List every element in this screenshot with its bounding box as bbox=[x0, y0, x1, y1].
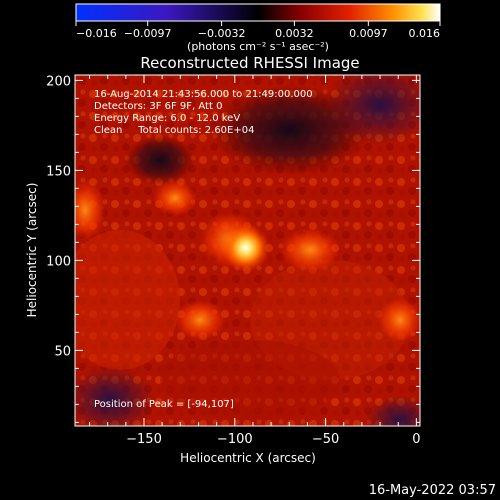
heatmap-image bbox=[75, 75, 420, 426]
y-tick-label: 200 bbox=[46, 74, 71, 89]
colorbar-tick-label: −0.0097 bbox=[124, 27, 172, 40]
annotation-detectors: Detectors: 3F 6F 9F, Att 0 bbox=[94, 101, 222, 112]
colorbar bbox=[75, 3, 441, 22]
colorbar-tick-label: −0.0032 bbox=[198, 27, 246, 40]
x-tick-label: −50 bbox=[312, 432, 339, 447]
x-axis-label: Heliocentric X (arcsec) bbox=[180, 451, 316, 465]
chart-title: Reconstructed RHESSI Image bbox=[140, 54, 359, 72]
x-axis: −150 −100 −50 0 bbox=[89, 75, 421, 447]
x-tick-label: 0 bbox=[412, 432, 420, 447]
y-tick-label: 150 bbox=[46, 164, 71, 179]
colorbar-tick-label: −0.016 bbox=[76, 27, 117, 40]
y-axis-label: Heliocentric Y (arcsec) bbox=[25, 183, 39, 318]
x-tick-label: −100 bbox=[217, 432, 253, 447]
y-axis: 50 100 150 200 bbox=[46, 74, 420, 423]
annotation-time-range: 16-Aug-2014 21:43:56.000 to 21:49:00.000 bbox=[94, 89, 313, 100]
colorbar-units-label: (photons cm⁻² s⁻¹ asec⁻²) bbox=[187, 40, 329, 53]
colorbar-tick-label: 0.0097 bbox=[349, 27, 388, 40]
colorbar-tick-label: 0.016 bbox=[409, 27, 441, 40]
colorbar-ticks: −0.016 −0.0097 −0.0032 0.0032 0.0097 0.016 bbox=[75, 21, 441, 40]
peak-position-label: Position of Peak = [-94,107] bbox=[94, 399, 234, 410]
y-tick-label: 100 bbox=[46, 254, 71, 269]
x-tick-label: −150 bbox=[126, 432, 162, 447]
y-tick-label: 50 bbox=[54, 344, 71, 359]
plot-frame bbox=[74, 74, 421, 427]
annotation-energy-range: Energy Range: 6.0 - 12.0 keV bbox=[94, 113, 240, 124]
footer-timestamp: 16-May-2022 03:57 bbox=[369, 483, 496, 498]
annotation-counts: Clean Total counts: 2.60E+04 bbox=[94, 125, 254, 136]
colorbar-tick-label: 0.0032 bbox=[275, 27, 314, 40]
